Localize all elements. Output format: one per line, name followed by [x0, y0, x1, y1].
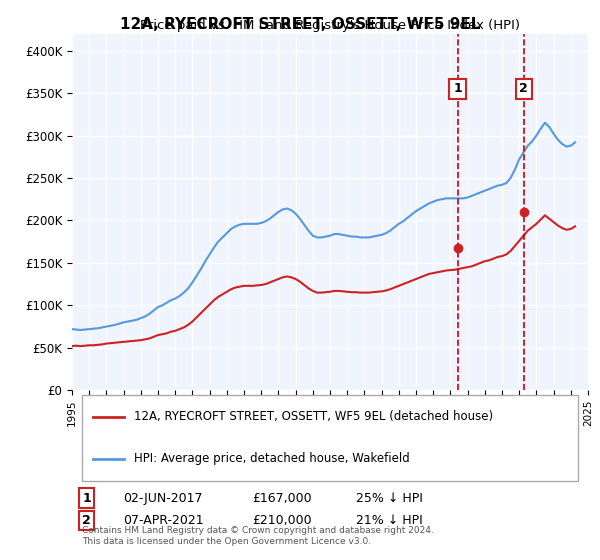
Text: 21% ↓ HPI: 21% ↓ HPI — [356, 514, 422, 527]
Text: 12A, RYECROFT STREET, OSSETT, WF5 9EL (detached house): 12A, RYECROFT STREET, OSSETT, WF5 9EL (d… — [134, 410, 493, 423]
Text: 2: 2 — [82, 514, 91, 527]
Text: 1: 1 — [82, 492, 91, 505]
Text: 1: 1 — [453, 82, 462, 95]
Title: Price paid vs. HM Land Registry's House Price Index (HPI): Price paid vs. HM Land Registry's House … — [140, 20, 520, 32]
Text: 12A, RYECROFT STREET, OSSETT, WF5 9EL: 12A, RYECROFT STREET, OSSETT, WF5 9EL — [120, 17, 480, 32]
Text: 25% ↓ HPI: 25% ↓ HPI — [356, 492, 422, 505]
Text: 2: 2 — [520, 82, 528, 95]
Text: £167,000: £167,000 — [253, 492, 312, 505]
Text: HPI: Average price, detached house, Wakefield: HPI: Average price, detached house, Wake… — [134, 452, 410, 465]
FancyBboxPatch shape — [82, 395, 578, 480]
Text: Contains HM Land Registry data © Crown copyright and database right 2024.
This d: Contains HM Land Registry data © Crown c… — [82, 526, 434, 545]
Text: 02-JUN-2017: 02-JUN-2017 — [124, 492, 203, 505]
Text: £210,000: £210,000 — [253, 514, 312, 527]
Text: 07-APR-2021: 07-APR-2021 — [124, 514, 204, 527]
